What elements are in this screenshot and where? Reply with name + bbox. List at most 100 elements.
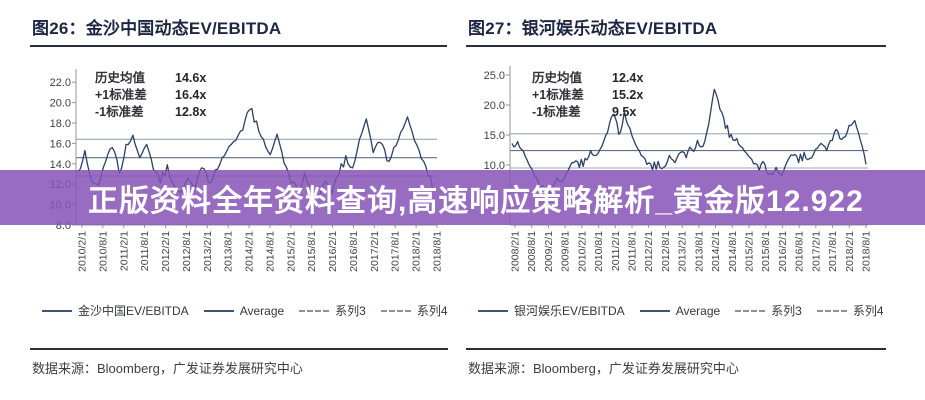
stats-block-left: 历史均值 14.6x +1标准差 16.4x -1标准差 12.8x bbox=[95, 70, 206, 121]
svg-text:2010/8/1: 2010/8/1 bbox=[97, 231, 109, 272]
legend-item: Average bbox=[203, 303, 285, 318]
svg-text:2015/2/1: 2015/2/1 bbox=[285, 231, 297, 272]
svg-text:2013/2/1: 2013/2/1 bbox=[677, 231, 689, 272]
svg-text:2014/2/1: 2014/2/1 bbox=[710, 231, 722, 272]
legend-line-solid-icon bbox=[639, 309, 670, 312]
svg-text:2018/2/1: 2018/2/1 bbox=[411, 231, 423, 272]
figure-title-left: 图26：金沙中国动态EV/EBITDA bbox=[32, 19, 282, 38]
svg-text:18.0: 18.0 bbox=[50, 118, 71, 130]
source-note-right: 数据来源：Bloomberg，广发证券发展研究中心 bbox=[468, 361, 739, 376]
stat-value: 12.4x bbox=[612, 71, 644, 85]
svg-text:2009/2/1: 2009/2/1 bbox=[543, 231, 555, 272]
source-note-left: 数据来源：Bloomberg，广发证券发展研究中心 bbox=[32, 361, 303, 376]
overlay-banner[interactable]: 正版资料全年资料查询,高速响应策略解析_黄金版12.922 bbox=[0, 170, 925, 225]
stat-value: 14.6x bbox=[175, 71, 207, 85]
svg-text:2011/2/1: 2011/2/1 bbox=[118, 231, 130, 271]
legend-label: 银河娱乐EV/EBITDA bbox=[514, 304, 625, 318]
svg-text:2008/8/1: 2008/8/1 bbox=[526, 231, 538, 272]
legend-item: 系列4 bbox=[816, 302, 884, 319]
svg-text:2012/8/1: 2012/8/1 bbox=[181, 231, 193, 272]
overlay-banner-text: 正版资料全年资料查询,高速响应策略解析_黄金版12.922 bbox=[88, 184, 864, 218]
legend-line-solid-icon bbox=[42, 309, 72, 312]
svg-text:2017/2/1: 2017/2/1 bbox=[810, 231, 822, 272]
svg-text:2013/8/1: 2013/8/1 bbox=[223, 231, 235, 272]
title-divider-right bbox=[466, 45, 886, 47]
stat-label: +1标准差 bbox=[95, 88, 147, 102]
legend-item: Average bbox=[639, 303, 721, 318]
legend-label: 金沙中国EV/EBITDA bbox=[78, 304, 189, 318]
svg-text:2018/2/1: 2018/2/1 bbox=[844, 231, 856, 272]
svg-text:25.0: 25.0 bbox=[484, 70, 505, 82]
stat-row: +1标准差 16.4x bbox=[95, 87, 206, 104]
svg-text:2018/8/1: 2018/8/1 bbox=[432, 231, 444, 272]
svg-text:2015/8/1: 2015/8/1 bbox=[306, 231, 318, 272]
svg-text:2014/8/1: 2014/8/1 bbox=[264, 231, 276, 272]
svg-text:2014/8/1: 2014/8/1 bbox=[727, 231, 739, 272]
svg-text:2012/8/1: 2012/8/1 bbox=[660, 231, 672, 272]
svg-text:14.0: 14.0 bbox=[50, 159, 71, 171]
svg-text:2017/2/1: 2017/2/1 bbox=[369, 231, 381, 272]
svg-text:2010/2/1: 2010/2/1 bbox=[576, 231, 588, 272]
legend-label: Average bbox=[675, 303, 721, 318]
stat-label: -1标准差 bbox=[532, 105, 581, 119]
svg-text:2010/8/1: 2010/8/1 bbox=[593, 231, 605, 272]
stat-label: 历史均值 bbox=[95, 71, 146, 85]
legend-line-dashed-icon bbox=[380, 309, 411, 312]
stat-value: 16.4x bbox=[175, 88, 207, 102]
svg-text:20.0: 20.0 bbox=[484, 100, 505, 112]
legend-line-solid-icon bbox=[478, 309, 508, 312]
svg-text:15.0: 15.0 bbox=[484, 130, 505, 142]
stat-label: 历史均值 bbox=[532, 71, 583, 85]
legend-right: 银河娱乐EV/EBITDA Average 系列3 系列4 bbox=[478, 302, 884, 319]
svg-text:16.0: 16.0 bbox=[50, 138, 71, 150]
legend-label: Average bbox=[239, 303, 285, 318]
stat-label: +1标准差 bbox=[532, 88, 584, 102]
svg-text:20.0: 20.0 bbox=[50, 98, 71, 110]
legend-line-dashed-icon bbox=[299, 309, 330, 312]
legend-item: 金沙中国EV/EBITDA bbox=[42, 302, 189, 319]
legend-item: 系列4 bbox=[380, 302, 448, 319]
svg-text:2011/8/1: 2011/8/1 bbox=[627, 231, 639, 271]
legend-label: 系列3 bbox=[771, 304, 802, 318]
svg-text:2018/8/1: 2018/8/1 bbox=[861, 231, 873, 272]
svg-text:2017/8/1: 2017/8/1 bbox=[390, 231, 402, 272]
figure-title-right: 图27：银河娱乐动态EV/EBITDA bbox=[468, 19, 718, 38]
stat-value: 12.8x bbox=[175, 105, 207, 119]
svg-text:2015/2/1: 2015/2/1 bbox=[744, 231, 756, 272]
svg-text:2012/2/1: 2012/2/1 bbox=[160, 231, 172, 272]
legend-item: 银河娱乐EV/EBITDA bbox=[478, 302, 625, 319]
stat-value: 15.2x bbox=[612, 88, 644, 102]
stat-value: 9.5x bbox=[612, 105, 637, 119]
svg-text:2011/2/1: 2011/2/1 bbox=[610, 231, 622, 271]
svg-text:2015/8/1: 2015/8/1 bbox=[760, 231, 772, 272]
footer-divider-right bbox=[466, 348, 886, 350]
legend-label: 系列4 bbox=[416, 304, 448, 318]
svg-text:2014/2/1: 2014/2/1 bbox=[244, 231, 256, 272]
legend-line-solid-icon bbox=[203, 309, 234, 312]
footer-divider-left bbox=[30, 348, 448, 350]
legend-item: 系列3 bbox=[299, 302, 366, 319]
stats-block-right: 历史均值 12.4x +1标准差 15.2x -1标准差 9.5x bbox=[532, 70, 643, 121]
legend-left: 金沙中国EV/EBITDA Average 系列3 系列4 bbox=[42, 302, 448, 319]
svg-text:2010/2/1: 2010/2/1 bbox=[77, 231, 89, 272]
svg-text:2012/2/1: 2012/2/1 bbox=[643, 231, 655, 272]
svg-text:2009/8/1: 2009/8/1 bbox=[560, 231, 572, 272]
legend-label: 系列3 bbox=[335, 304, 366, 318]
legend-item: 系列3 bbox=[735, 302, 802, 319]
svg-text:2016/8/1: 2016/8/1 bbox=[794, 231, 806, 272]
svg-text:2013/2/1: 2013/2/1 bbox=[202, 231, 214, 272]
title-divider-left bbox=[30, 45, 447, 47]
stat-row: -1标准差 9.5x bbox=[532, 104, 643, 121]
svg-text:2016/2/1: 2016/2/1 bbox=[777, 231, 789, 272]
svg-text:2016/8/1: 2016/8/1 bbox=[348, 231, 360, 272]
stat-row: 历史均值 14.6x bbox=[95, 70, 206, 87]
svg-text:2008/2/1: 2008/2/1 bbox=[510, 231, 522, 272]
svg-text:2016/2/1: 2016/2/1 bbox=[327, 231, 339, 272]
svg-text:2011/8/1: 2011/8/1 bbox=[139, 231, 151, 271]
stat-row: -1标准差 12.8x bbox=[95, 104, 206, 121]
legend-line-dashed-icon bbox=[816, 309, 847, 312]
stat-row: 历史均值 12.4x bbox=[532, 70, 643, 87]
stat-row: +1标准差 15.2x bbox=[532, 87, 643, 104]
stat-label: -1标准差 bbox=[95, 105, 144, 119]
